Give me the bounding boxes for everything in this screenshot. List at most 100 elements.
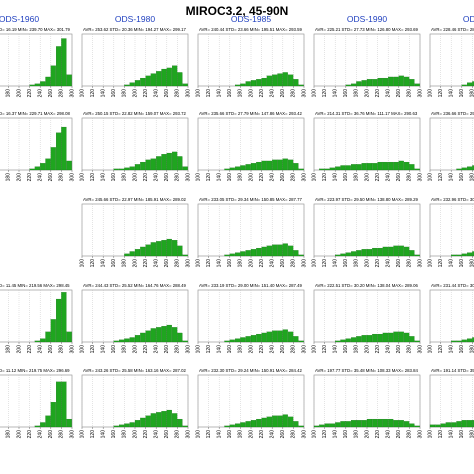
histogram-bar (250, 420, 257, 428)
histogram-bar (461, 253, 467, 257)
x-tick-label: 280 (59, 345, 65, 354)
x-tick-label: 200 (248, 89, 254, 98)
histogram-bar (388, 332, 394, 343)
histogram-bar (361, 420, 367, 428)
histogram-bar (235, 338, 241, 343)
histogram-bar (282, 414, 288, 428)
panel-stats: AVR= 244.43 STD= 25.52 MIN= 164.76 MAX= … (83, 283, 186, 288)
x-tick-label: 160 (111, 173, 117, 182)
panel: 100 120 140 160 180 200 220 240 260 280 300 AVR= 22… (311, 14, 423, 97)
x-tick-label: 200 (364, 259, 370, 268)
histogram-bar (414, 340, 420, 343)
histogram-bar (177, 332, 183, 343)
histogram-bar (293, 79, 299, 87)
x-tick-label: 240 (386, 173, 392, 182)
histogram-bar (351, 337, 357, 343)
histogram-bar (61, 38, 67, 87)
x-tick-label: 120 (206, 345, 212, 354)
histogram-bar (182, 425, 188, 428)
histogram-bar (145, 330, 151, 343)
x-tick-label: 140 (449, 259, 455, 268)
x-tick-label: 200 (132, 173, 138, 182)
figure-title: MIROC3.2, 45-90N (186, 4, 289, 18)
x-tick-label: 260 (164, 173, 170, 182)
x-tick-label: 140 (449, 173, 455, 182)
x-tick-label: 120 (206, 173, 212, 182)
x-tick-label: 140 (333, 173, 339, 182)
histogram-bar (319, 168, 325, 171)
x-tick-label: 300 (417, 345, 423, 354)
histogram-bar (182, 254, 188, 257)
histogram-bar (124, 338, 130, 343)
x-tick-label: 280 (175, 259, 181, 268)
histogram-bar (235, 166, 241, 171)
x-tick-label: 280 (175, 89, 181, 98)
x-tick-label: 160 (111, 89, 117, 98)
histogram-bar (61, 126, 67, 171)
histogram-bar (404, 161, 410, 171)
histogram-bar (398, 245, 404, 257)
x-tick-label: 240 (270, 173, 276, 182)
x-tick-label: 200 (364, 89, 370, 98)
x-tick-label: 140 (217, 89, 223, 98)
histogram-bar (351, 83, 357, 87)
panel-stats: AVR= 240.44 STD= 23.66 MIN= 195.51 MAX= … (199, 27, 302, 32)
histogram-bar (172, 327, 178, 343)
x-tick-label: 220 (259, 345, 265, 354)
histogram-bar (245, 421, 251, 428)
panel: 100 120 140 160 180 200 220 240 260 280 300 AVR= 22… (311, 283, 423, 353)
x-tick-label: 280 (407, 345, 413, 354)
histogram-bar (145, 415, 151, 428)
x-tick-label: 280 (407, 259, 413, 268)
x-tick-label: 180 (6, 345, 12, 354)
histogram-bar (182, 166, 188, 171)
x-tick-label: 200 (132, 259, 138, 268)
histogram-bar (335, 422, 341, 428)
x-tick-label: 260 (396, 430, 402, 439)
x-tick-label: 240 (154, 89, 160, 98)
histogram-bar (414, 83, 420, 87)
x-tick-label: 280 (291, 89, 297, 98)
x-tick-label: 200 (248, 173, 254, 182)
histogram-bar (61, 292, 67, 343)
x-tick-label: 180 (470, 345, 474, 354)
x-tick-label: 120 (322, 430, 328, 439)
histogram-bar (161, 68, 167, 87)
histogram-bar (250, 80, 257, 87)
panel-stats: AVR= 232.96 STD= 30.05 MIN= 139.33 MAX= … (431, 197, 474, 202)
histogram-bar (456, 421, 462, 428)
x-tick-label: 300 (417, 173, 423, 182)
histogram-bar (282, 243, 288, 257)
histogram-bar (472, 337, 474, 343)
histogram-bar (240, 251, 246, 257)
histogram-bar (134, 249, 141, 257)
panel-stats: AVR= 236.66 STD= 29.53 MIN= 151.54 MAX= … (431, 111, 474, 116)
histogram-bar (256, 79, 262, 87)
histogram-bar (356, 336, 362, 343)
histogram-bar (409, 336, 415, 343)
histogram-bar (235, 84, 241, 87)
histogram-bar (372, 333, 378, 343)
histogram-bar (235, 252, 241, 257)
histogram-bar (240, 422, 246, 428)
x-tick-label: 300 (417, 89, 423, 98)
histogram-bar (372, 418, 378, 428)
histogram-bar (172, 240, 178, 257)
histogram-bar (472, 165, 474, 171)
x-tick-label: 300 (417, 430, 423, 439)
histogram-bar (393, 420, 399, 428)
histogram-bar (250, 249, 257, 257)
histogram-bar (124, 253, 130, 257)
histogram-bar (118, 339, 125, 343)
histogram-bar (45, 415, 51, 428)
histogram-bar (256, 161, 262, 171)
histogram-bar (372, 247, 378, 257)
histogram-bar (134, 80, 141, 87)
histogram-bar (324, 423, 330, 428)
x-tick-label: 120 (206, 259, 212, 268)
column-title: ODS-1990 (347, 14, 387, 24)
panel: 100 120 140 160 180 200 220 240 260 280 300 AVR= 24… (79, 368, 191, 438)
x-tick-label: 260 (280, 430, 286, 439)
x-tick-label: 160 (0, 345, 1, 354)
column-title: ODS-1985 (231, 14, 271, 24)
